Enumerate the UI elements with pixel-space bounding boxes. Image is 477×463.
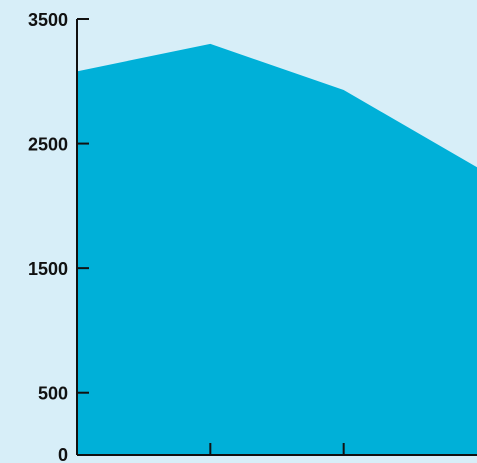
y-tick-label: 0 [58,445,68,463]
y-tick-label: 3500 [28,10,68,30]
y-axis-tick-labels: 0 500 1500 2500 3500 [28,10,68,463]
x-axis-ticks [209,443,345,455]
y-tick-label: 1500 [28,259,68,279]
y-tick-label: 500 [38,384,68,404]
y-tick-label: 2500 [28,135,68,155]
y-axis-ticks [77,18,89,394]
series-area [77,43,477,456]
